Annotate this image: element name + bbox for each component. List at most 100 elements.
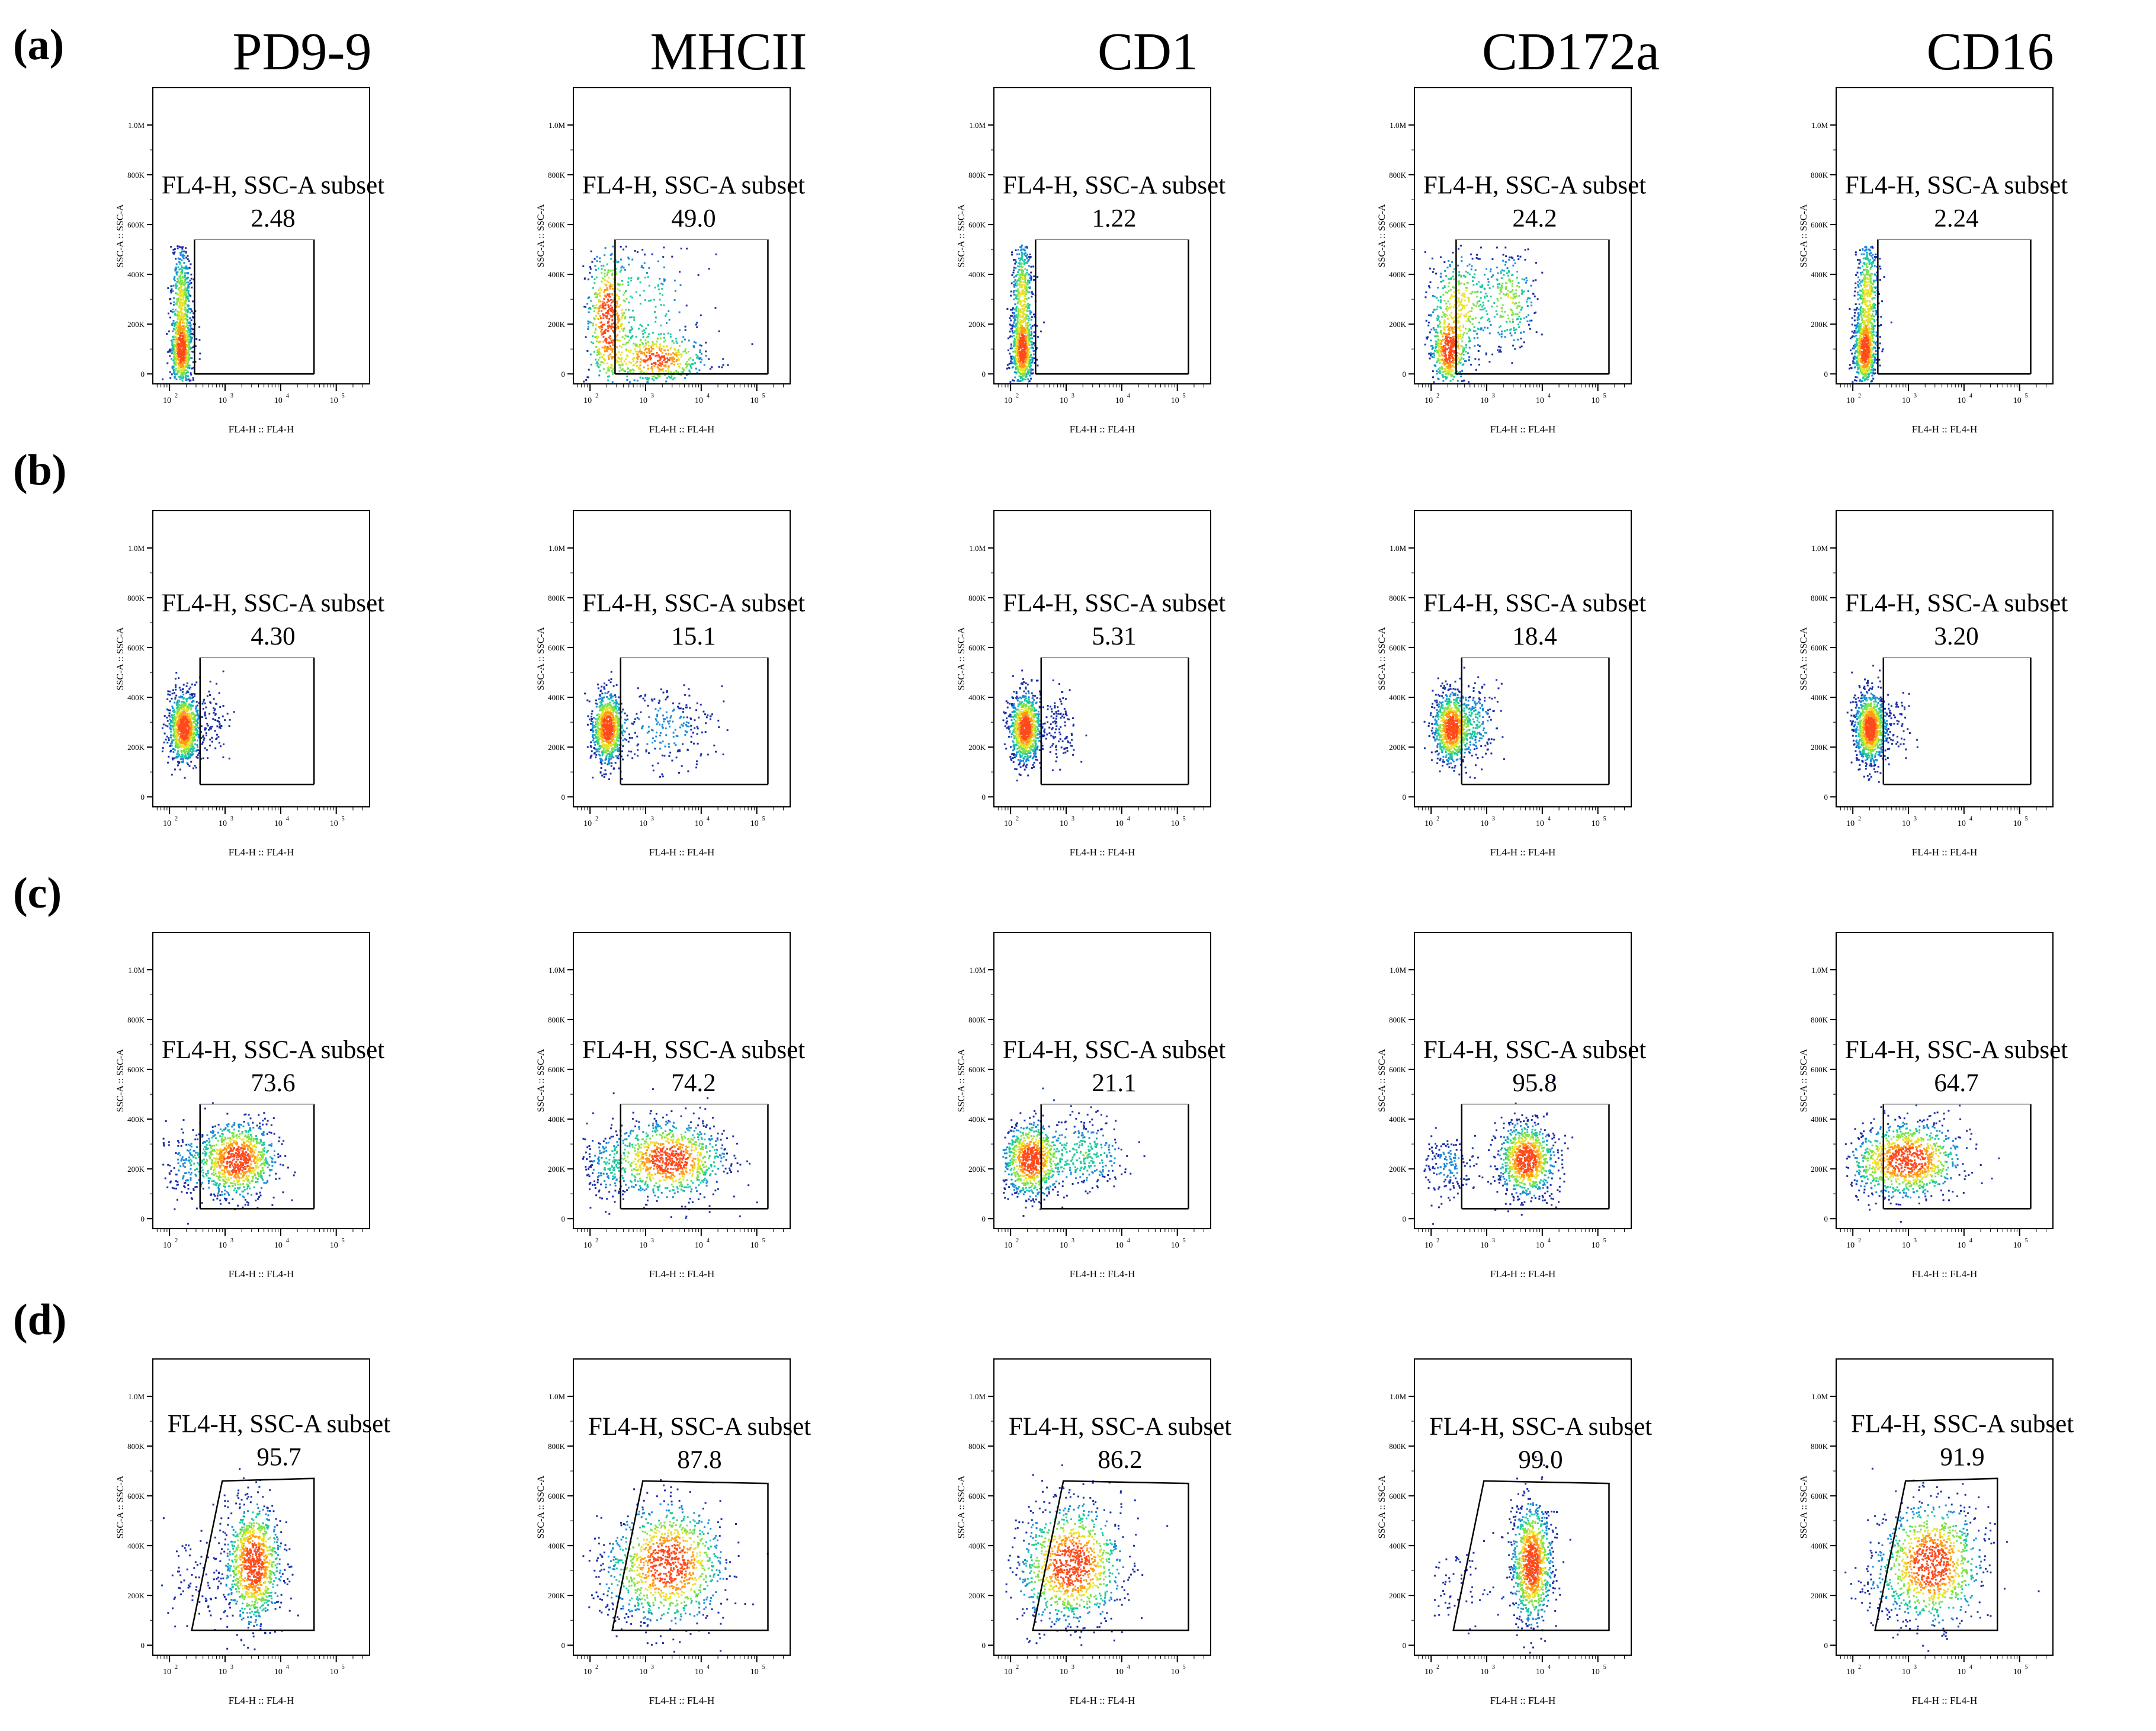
scatter-point	[1017, 307, 1019, 310]
scatter-point	[1497, 349, 1499, 351]
scatter-point	[1443, 322, 1445, 324]
scatter-point	[1462, 324, 1464, 326]
scatter-point	[173, 355, 175, 358]
scatter-point	[166, 362, 169, 364]
scatter-point	[623, 294, 625, 296]
scatter-point	[639, 348, 641, 351]
scatter-point	[179, 299, 182, 301]
scatter-point	[605, 312, 607, 314]
scatter-point	[1866, 274, 1869, 276]
scatter-point	[1019, 275, 1021, 277]
scatter-point	[1020, 363, 1022, 364]
scatter-point	[1448, 364, 1451, 367]
scatter-point	[1442, 347, 1444, 350]
scatter-point	[1017, 288, 1019, 290]
scatter-point	[654, 362, 657, 364]
scatter-point	[621, 357, 623, 359]
scatter-point	[1018, 345, 1021, 348]
scatter-point	[1445, 313, 1447, 316]
scatter-point	[184, 348, 187, 351]
scatter-point	[1512, 297, 1514, 299]
scatter-point	[1451, 261, 1454, 263]
scatter-point	[633, 360, 634, 363]
scatter-point	[1020, 347, 1022, 349]
scatter-point	[1028, 348, 1030, 350]
scatter-point	[605, 316, 608, 318]
scatter-point	[617, 327, 620, 329]
x-tick-label: 10	[639, 396, 647, 405]
scatter-point	[620, 325, 622, 327]
scatter-point	[1499, 315, 1502, 317]
scatter-point	[178, 366, 180, 368]
scatter-point	[172, 348, 175, 351]
scatter-point	[198, 326, 201, 328]
scatter-point	[1452, 345, 1454, 347]
scatter-point	[1500, 335, 1503, 338]
scatter-point	[179, 328, 182, 331]
scatter-point	[1451, 294, 1452, 296]
scatter-point	[638, 351, 640, 353]
scatter-point	[1487, 278, 1489, 280]
scatter-point	[1021, 362, 1024, 364]
scatter-point	[1481, 306, 1483, 308]
scatter-point	[715, 253, 717, 255]
scatter-point	[1451, 350, 1453, 352]
scatter-point	[674, 290, 676, 292]
scatter-point	[189, 348, 191, 350]
scatter-point	[651, 370, 653, 372]
scatter-point	[1461, 370, 1463, 372]
scatter-point	[1468, 297, 1470, 299]
scatter-point	[1019, 340, 1021, 342]
scatter-point	[181, 316, 183, 319]
scatter-point	[183, 304, 185, 307]
scatter-point	[659, 371, 661, 374]
scatter-point	[1439, 296, 1442, 298]
scatter-point	[176, 354, 178, 357]
scatter-point	[1855, 342, 1857, 344]
scatter-point	[181, 355, 183, 357]
scatter-point	[695, 341, 697, 344]
scatter-point	[1027, 259, 1029, 262]
scatter-point	[1460, 376, 1462, 378]
scatter-point	[188, 322, 191, 324]
scatter-point	[1456, 370, 1458, 373]
scatter-point	[185, 267, 187, 270]
scatter-point	[1451, 351, 1453, 353]
scatter-point	[1462, 347, 1465, 349]
scatter-point	[181, 291, 184, 293]
scatter-point	[625, 309, 627, 311]
scatter-point	[1862, 369, 1864, 371]
scatter-point	[1024, 254, 1026, 256]
scatter-point	[1028, 347, 1030, 349]
x-tick-exponent: 5	[1603, 393, 1606, 399]
scatter-points	[582, 245, 753, 383]
scatter-point	[1862, 279, 1865, 281]
scatter-point	[660, 368, 662, 371]
scatter-point	[634, 249, 636, 252]
scatter-point	[1442, 371, 1445, 373]
scatter-point	[1860, 297, 1863, 300]
scatter-point	[1434, 350, 1436, 352]
scatter-point	[177, 370, 178, 372]
scatter-point	[627, 367, 629, 369]
scatter-point	[1425, 319, 1427, 322]
scatter-point	[171, 348, 173, 350]
scatter-point	[179, 378, 181, 380]
scatter-point	[678, 371, 680, 373]
scatter-point	[1859, 369, 1862, 371]
scatter-point	[1500, 351, 1502, 353]
scatter-point	[1430, 339, 1432, 342]
scatter-point	[669, 357, 671, 360]
scatter-point	[1870, 273, 1872, 275]
scatter-point	[1474, 317, 1477, 319]
scatter-point	[175, 359, 178, 361]
scatter-point	[602, 315, 605, 317]
scatter-point	[1035, 348, 1038, 351]
scatter-point	[1471, 318, 1474, 320]
scatter-point	[1467, 312, 1469, 313]
scatter-point	[609, 338, 612, 340]
scatter-point	[603, 331, 605, 332]
scatter-point	[1010, 362, 1012, 364]
scatter-point	[184, 347, 187, 349]
scatter-point	[621, 309, 623, 311]
